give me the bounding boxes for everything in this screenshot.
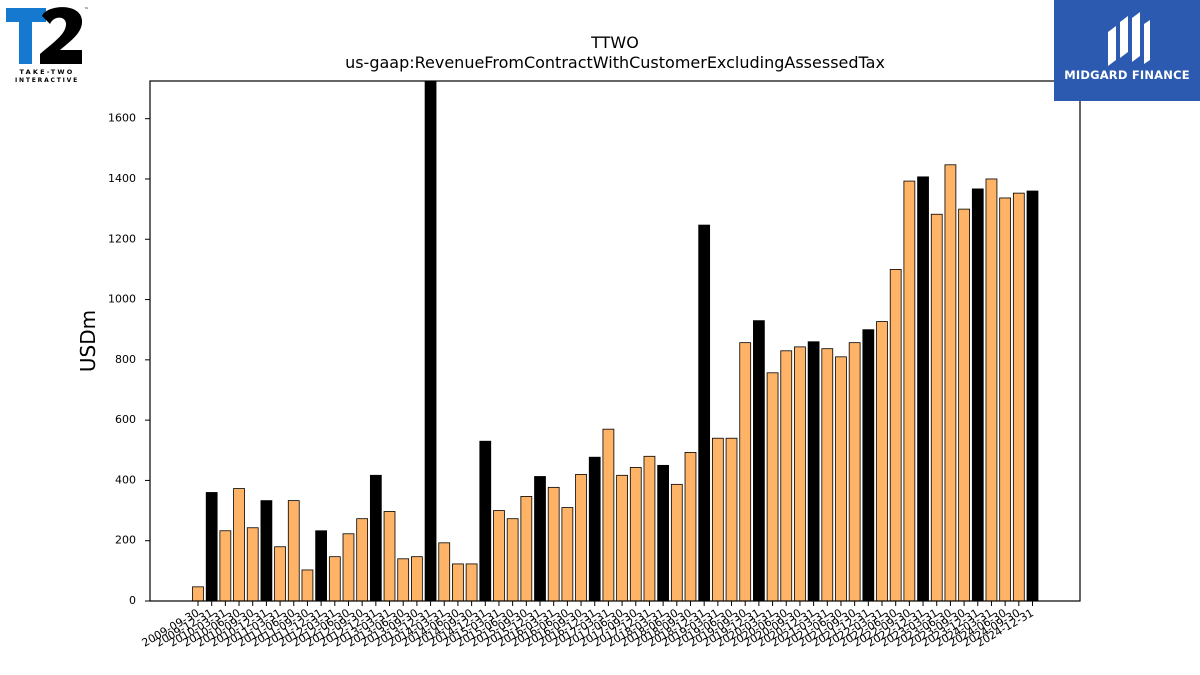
y-tick-label: 1200 xyxy=(108,232,136,245)
bar-2012-06-30 xyxy=(342,533,355,602)
bar-2017-06-30 xyxy=(616,474,628,602)
bar-2023-09-30 xyxy=(958,208,970,602)
bar-2016-09-30 xyxy=(575,473,587,602)
y-tick-label: 200 xyxy=(115,534,136,547)
bar-2013-12-31 xyxy=(424,80,437,602)
bar-2018-12-31 xyxy=(698,224,711,602)
bar-2017-12-31 xyxy=(643,455,656,602)
bar-2016-03-31 xyxy=(547,486,560,602)
bar-2014-03-31 xyxy=(438,542,451,602)
bar-2019-03-31 xyxy=(711,437,724,602)
bar-2017-09-30 xyxy=(629,467,642,602)
bar-2011-12-31 xyxy=(315,530,327,602)
bar-2014-12-31 xyxy=(479,440,492,602)
bar-2010-06-30 xyxy=(233,488,245,602)
bar-2017-03-31 xyxy=(602,428,615,602)
chart-title: TTWO xyxy=(590,33,639,52)
bar-2022-09-30 xyxy=(903,180,916,602)
bar-2015-06-30 xyxy=(506,518,519,602)
bar-2023-03-31 xyxy=(930,213,943,602)
bar-2021-09-30 xyxy=(848,342,861,602)
midgard-finance-logo: MIDGARD FINANCE xyxy=(1054,0,1200,101)
x-axis-ticks: 2009-09-302009-12-312010-03-312010-06-30… xyxy=(140,601,1036,650)
bar-2015-12-31 xyxy=(534,476,546,602)
y-tick-label: 0 xyxy=(129,594,136,607)
bar-2013-06-30 xyxy=(397,558,410,602)
bar-2011-06-30 xyxy=(287,500,300,602)
y-tick-label: 800 xyxy=(115,353,136,366)
midgard-finance-name: MIDGARD FINANCE xyxy=(1064,68,1190,82)
bar-2012-12-31 xyxy=(369,474,382,602)
bar-2011-03-31 xyxy=(274,546,286,602)
bar-2014-06-30 xyxy=(452,563,464,602)
y-tick-label: 600 xyxy=(115,413,136,426)
bar-2022-12-31 xyxy=(917,176,929,602)
logo-line-2: INTERACTIVE xyxy=(15,77,79,84)
y-tick-label: 1000 xyxy=(108,293,136,306)
y-axis-ticks: 0 200 400 600 800 1000 1200 1400 1600 xyxy=(108,112,150,607)
plot-frame xyxy=(149,80,1081,602)
bar-series xyxy=(192,80,1039,602)
bar-2020-06-30 xyxy=(780,350,793,602)
bar-2022-03-31 xyxy=(876,321,888,602)
bar-2022-06-30 xyxy=(889,269,902,602)
bar-2024-03-31 xyxy=(985,178,998,602)
bar-2021-03-31 xyxy=(821,348,834,602)
bar-2013-09-30 xyxy=(411,556,423,602)
bar-2010-09-30 xyxy=(246,527,259,602)
bar-2024-12-31 xyxy=(1026,190,1039,602)
chart-subtitle: us-gaap:RevenueFromContractWithCustomerE… xyxy=(345,53,885,72)
bar-2009-12-31 xyxy=(205,492,218,602)
bar-2019-09-30 xyxy=(739,342,752,602)
bar-2020-09-30 xyxy=(794,346,806,602)
y-tick-label: 1600 xyxy=(108,112,136,125)
bar-2024-09-30 xyxy=(1012,192,1025,602)
logo-line-1: TAKE-TWO xyxy=(19,68,75,76)
bar-2015-09-30 xyxy=(520,495,533,602)
svg-text:™: ™ xyxy=(84,7,89,13)
bar-2020-03-31 xyxy=(766,372,779,602)
bar-2016-06-30 xyxy=(561,507,574,602)
y-tick-label: 400 xyxy=(115,473,136,486)
bar-2023-06-30 xyxy=(944,164,957,602)
midgard-mark-icon xyxy=(1108,12,1150,66)
y-tick-label: 1400 xyxy=(108,172,136,185)
bar-2010-12-31 xyxy=(260,500,273,602)
bar-2021-06-30 xyxy=(835,356,847,602)
bar-2010-03-31 xyxy=(219,530,232,602)
bar-2021-12-31 xyxy=(862,329,875,602)
take-two-logo: ™ TAKE-TWO INTERACTIVE xyxy=(2,2,92,84)
bar-2015-03-31 xyxy=(493,510,505,602)
bar-2024-06-30 xyxy=(999,197,1012,602)
bar-2023-12-31 xyxy=(971,188,984,602)
bar-2019-06-30 xyxy=(725,437,738,602)
bar-2019-12-31 xyxy=(753,320,765,602)
bar-2013-03-31 xyxy=(383,511,396,602)
bar-2020-12-31 xyxy=(807,341,820,602)
bar-2018-09-30 xyxy=(684,451,697,602)
bar-2009-09-30 xyxy=(192,586,204,602)
bar-2011-09-30 xyxy=(301,569,314,602)
bar-2018-03-31 xyxy=(657,464,669,602)
t2-logo-mark-icon: ™ xyxy=(6,7,89,65)
bar-2014-09-30 xyxy=(465,563,478,602)
y-axis-label: USDm xyxy=(76,310,100,372)
bar-2016-12-31 xyxy=(588,456,601,602)
bar-2018-06-30 xyxy=(670,483,683,602)
bar-2012-03-31 xyxy=(328,556,341,602)
bar-2012-09-30 xyxy=(356,518,369,602)
